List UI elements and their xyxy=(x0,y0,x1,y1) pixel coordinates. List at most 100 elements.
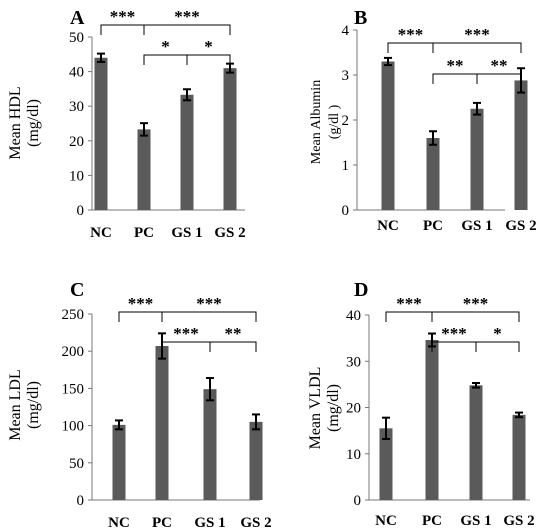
significance-bracket xyxy=(387,42,434,53)
significance-bracket xyxy=(143,24,231,35)
y-axis-label: Mean VLDL(mg/dl) xyxy=(307,367,342,450)
significance-bracket xyxy=(209,341,257,352)
significance-label: * xyxy=(493,324,502,343)
bar-gs1 xyxy=(470,108,484,210)
y-axis-label: Mean Albumin (g/dl ) xyxy=(309,80,342,164)
y-tick-label: 10 xyxy=(69,168,84,184)
y-tick-label: 30 xyxy=(69,99,84,115)
significance-label: *** xyxy=(441,324,467,343)
y-tick-label: 40 xyxy=(346,308,361,324)
y-axis-label-line: Mean LDL xyxy=(7,369,24,441)
significance-label: * xyxy=(204,37,213,56)
bar-pc xyxy=(155,345,169,500)
category-label: GS 1 xyxy=(194,515,225,531)
bar-pc xyxy=(137,129,151,210)
category-label: GS 1 xyxy=(460,513,491,529)
bar-gs1 xyxy=(203,389,217,500)
significance-label: *** xyxy=(173,324,199,343)
bar-gs2 xyxy=(514,80,528,211)
bar-nc xyxy=(381,61,395,210)
bar-pc xyxy=(426,138,440,210)
significance-bracket xyxy=(432,42,522,53)
significance-bracket xyxy=(186,54,231,65)
y-tick-label: 50 xyxy=(69,456,84,472)
y-axis-label: Mean HDL(mg/dl) xyxy=(7,86,42,159)
y-tick-label: 4 xyxy=(342,23,350,39)
y-axis-label-line: (g/dl ) xyxy=(327,104,342,139)
y-tick-label: 20 xyxy=(69,134,84,150)
category-label: NC xyxy=(108,515,130,531)
bar-gs2 xyxy=(223,68,237,210)
y-tick-label: 40 xyxy=(69,65,84,81)
significance-label: *** xyxy=(196,294,222,313)
bar-nc xyxy=(379,428,393,500)
bar-pc xyxy=(425,339,439,500)
y-tick-label: 200 xyxy=(62,344,85,360)
category-label: NC xyxy=(377,218,399,234)
y-tick-label: 0 xyxy=(77,493,85,509)
bar-gs2 xyxy=(512,414,526,500)
significance-label: ** xyxy=(447,56,464,75)
category-label: GS 2 xyxy=(505,218,536,234)
bar-gs2 xyxy=(249,421,263,500)
significance-bracket xyxy=(476,73,522,84)
y-tick-label: 0 xyxy=(342,203,350,219)
y-tick-label: 1 xyxy=(342,158,350,174)
panel-letter-D: D xyxy=(354,279,368,301)
significance-bracket xyxy=(431,341,477,352)
significance-label: * xyxy=(161,37,170,56)
y-tick-label: 20 xyxy=(346,401,361,417)
category-label: GS 2 xyxy=(214,225,245,241)
y-tick-label: 2 xyxy=(342,113,350,129)
y-tick-label: 250 xyxy=(62,307,85,323)
category-label: NC xyxy=(375,513,397,529)
significance-bracket xyxy=(432,73,478,84)
significance-bracket xyxy=(431,311,520,322)
significance-label: *** xyxy=(463,294,489,313)
category-label: PC xyxy=(152,515,172,531)
y-axis-label-line: (mg/dl) xyxy=(325,384,342,432)
y-tick-label: 0 xyxy=(354,493,362,509)
bar-nc xyxy=(112,424,126,500)
y-tick-label: 10 xyxy=(346,447,361,463)
panel-letter-B: B xyxy=(354,7,367,29)
significance-bracket xyxy=(143,54,188,65)
category-label: GS 1 xyxy=(461,218,492,234)
significance-label: *** xyxy=(110,7,136,26)
significance-bracket xyxy=(161,311,257,322)
category-label: PC xyxy=(134,225,154,241)
category-label: PC xyxy=(422,513,442,529)
significance-label: *** xyxy=(396,294,422,313)
y-axis-label-line: Mean HDL xyxy=(7,86,24,159)
y-tick-label: 50 xyxy=(69,30,84,46)
y-tick-label: 3 xyxy=(342,68,350,84)
significance-bracket xyxy=(161,341,211,352)
category-label: NC xyxy=(90,225,112,241)
category-label: PC xyxy=(423,218,443,234)
y-axis-label-line: (mg/dl) xyxy=(25,99,42,147)
significance-label: ** xyxy=(225,324,242,343)
significance-label: *** xyxy=(464,25,490,44)
panel-letter-C: C xyxy=(70,279,84,301)
bar-gs1 xyxy=(469,385,483,500)
significance-bracket xyxy=(118,311,163,322)
y-axis-label-line: Mean Albumin xyxy=(309,80,324,164)
significance-bracket xyxy=(100,24,145,35)
y-tick-label: 100 xyxy=(62,419,85,435)
significance-bracket xyxy=(385,311,433,322)
y-tick-label: 30 xyxy=(346,354,361,370)
significance-label: *** xyxy=(128,294,154,313)
category-label: GS 2 xyxy=(503,513,534,529)
y-tick-label: 150 xyxy=(62,381,85,397)
bar-gs1 xyxy=(180,94,194,210)
significance-label: *** xyxy=(398,25,424,44)
y-axis-label-line: (mg/dl) xyxy=(25,381,42,429)
y-axis-label-line: Mean VLDL xyxy=(307,367,324,450)
significance-label: ** xyxy=(491,56,508,75)
y-tick-label: 0 xyxy=(77,203,85,219)
panel-letter-A: A xyxy=(70,7,85,29)
significance-bracket xyxy=(475,341,520,352)
y-axis-label: Mean LDL(mg/dl) xyxy=(7,369,42,441)
category-label: GS 1 xyxy=(171,225,202,241)
